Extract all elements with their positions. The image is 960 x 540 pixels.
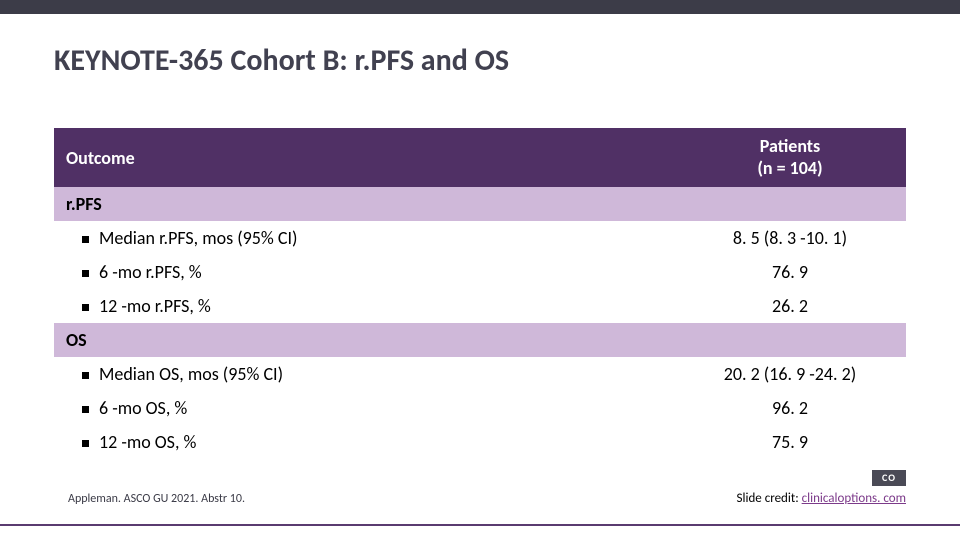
section-os-label: OS <box>54 323 906 357</box>
row-value: 75. 9 <box>674 425 906 459</box>
bullet-icon <box>82 236 89 243</box>
row-value: 96. 2 <box>674 391 906 425</box>
table-row: 12 -mo OS, % 75. 9 <box>54 425 906 459</box>
slide-credit: Slide credit: clinicaloptions. com <box>737 491 906 506</box>
bullet-icon <box>82 440 89 447</box>
table-row: Median r.PFS, mos (95% CI) 8. 5 (8. 3 -1… <box>54 221 906 255</box>
row-label: Median r.PFS, mos (95% CI) <box>54 221 674 255</box>
table-row: Median OS, mos (95% CI) 20. 2 (16. 9 -24… <box>54 357 906 391</box>
row-label: 12 -mo r.PFS, % <box>54 289 674 323</box>
bottom-accent-line <box>0 524 960 526</box>
table-row: 6 -mo OS, % 96. 2 <box>54 391 906 425</box>
table-header-row: Outcome Patients (n = 104) <box>54 128 906 187</box>
credit-link[interactable]: clinicaloptions. com <box>802 491 906 506</box>
table-row: 6 -mo r.PFS, % 76. 9 <box>54 255 906 289</box>
row-value: 20. 2 (16. 9 -24. 2) <box>674 357 906 391</box>
outcome-table: Outcome Patients (n = 104) r.PFS Median … <box>54 128 906 459</box>
bullet-icon <box>82 304 89 311</box>
section-rpfs-label: r.PFS <box>54 187 906 221</box>
bullet-icon <box>82 372 89 379</box>
bullet-icon <box>82 406 89 413</box>
section-header-os: OS <box>54 323 906 357</box>
credit-label: Slide credit: <box>737 491 802 506</box>
row-value: 26. 2 <box>674 289 906 323</box>
row-label: 12 -mo OS, % <box>54 425 674 459</box>
section-header-rpfs: r.PFS <box>54 187 906 221</box>
header-patients: Patients (n = 104) <box>674 128 906 187</box>
slide-title: KEYNOTE-365 Cohort B: r.PFS and OS <box>54 42 509 79</box>
header-patients-line2: (n = 104) <box>757 157 822 179</box>
header-patients-line1: Patients <box>760 135 820 157</box>
citation-text: Appleman. ASCO GU 2021. Abstr 10. <box>68 492 245 506</box>
row-value: 8. 5 (8. 3 -10. 1) <box>674 221 906 255</box>
row-label: Median OS, mos (95% CI) <box>54 357 674 391</box>
header-outcome: Outcome <box>54 128 674 187</box>
row-label: 6 -mo r.PFS, % <box>54 255 674 289</box>
row-value: 76. 9 <box>674 255 906 289</box>
top-accent-bar <box>0 0 960 14</box>
table-row: 12 -mo r.PFS, % 26. 2 <box>54 289 906 323</box>
bullet-icon <box>82 270 89 277</box>
cco-logo: CO <box>872 470 906 486</box>
row-label: 6 -mo OS, % <box>54 391 674 425</box>
